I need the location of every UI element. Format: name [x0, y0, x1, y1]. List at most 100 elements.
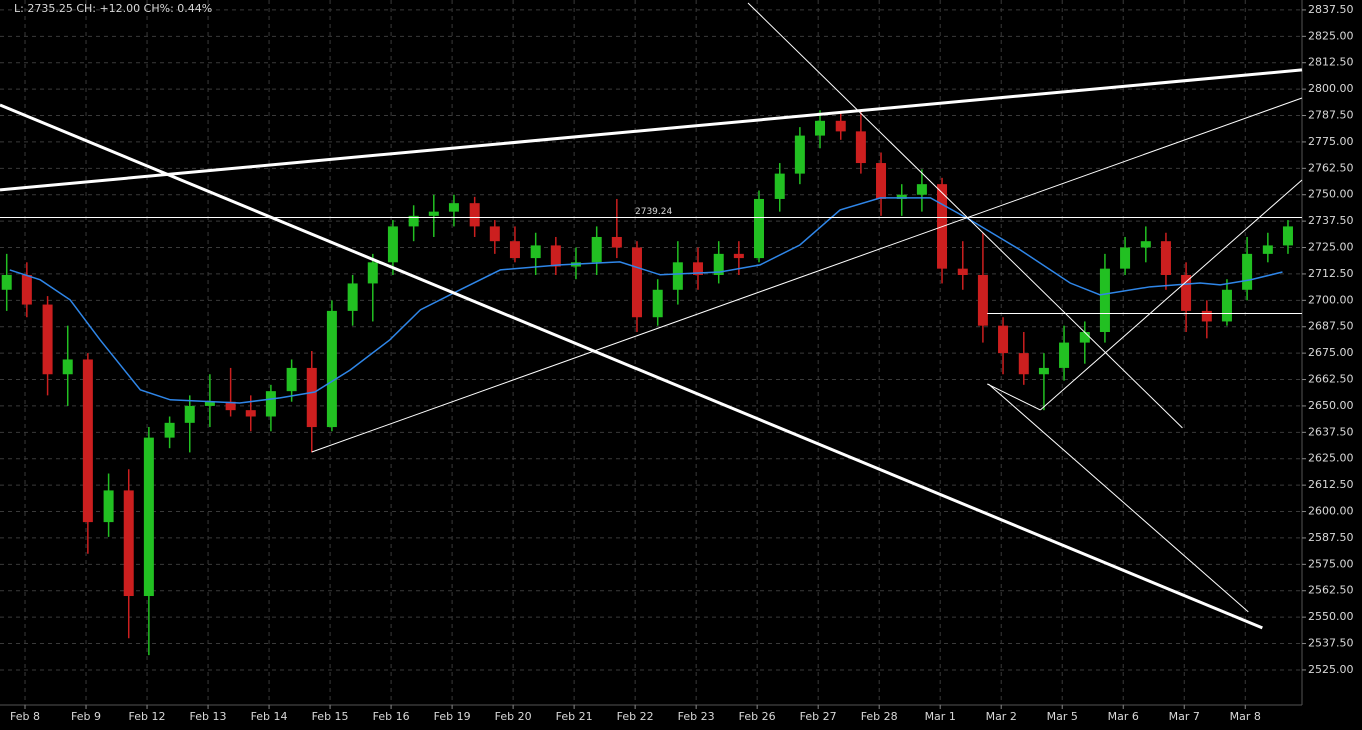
candle-body — [143, 437, 154, 597]
candle-body — [1262, 245, 1273, 254]
x-tick-label: Mar 7 — [1169, 710, 1200, 723]
candle-body — [611, 236, 622, 248]
y-tick-label: 2787.50 — [1308, 109, 1354, 122]
x-tick-label: Feb 28 — [861, 710, 898, 723]
x-tick-label: Feb 19 — [434, 710, 471, 723]
x-tick-label: Feb 22 — [617, 710, 654, 723]
candle-body — [1059, 342, 1070, 368]
candle-body — [815, 120, 826, 136]
trend-line-thick — [0, 103, 1263, 630]
candle-body — [1160, 241, 1171, 275]
candle-body — [631, 247, 642, 318]
x-tick-label: Feb 13 — [190, 710, 227, 723]
candle-body — [184, 405, 195, 423]
candle-body — [998, 325, 1009, 354]
candle-body — [591, 236, 602, 263]
status-text: L: 2735.25 CH: +12.00 CH%: 0.44% — [14, 2, 212, 15]
candle-body — [326, 310, 337, 428]
candle-body — [530, 245, 541, 259]
candle-body — [1140, 241, 1151, 248]
candle-body — [1079, 332, 1090, 343]
y-tick-label: 2675.00 — [1308, 346, 1354, 359]
x-tick-label: Feb 21 — [556, 710, 593, 723]
x-tick-label: Feb 16 — [373, 710, 410, 723]
candle-body — [164, 422, 175, 438]
candle-body — [1099, 268, 1110, 333]
x-tick-label: Mar 1 — [925, 710, 956, 723]
trend-line — [1039, 179, 1303, 411]
candle-body — [1242, 253, 1253, 290]
trend-line-thick — [0, 68, 1303, 192]
candle-body — [448, 203, 459, 212]
y-tick-label: 2725.00 — [1308, 241, 1354, 254]
candle-body — [713, 253, 724, 275]
x-tick-label: Mar 6 — [1108, 710, 1139, 723]
trend-line — [747, 2, 1183, 429]
candle-body — [855, 131, 866, 164]
x-tick-label: Feb 27 — [800, 710, 837, 723]
candle-body — [469, 203, 480, 227]
y-tick-label: 2612.50 — [1308, 478, 1354, 491]
x-tick-label: Feb 14 — [251, 710, 288, 723]
y-tick-label: 2700.00 — [1308, 293, 1354, 306]
candle-body — [753, 198, 764, 259]
candle-body — [692, 262, 703, 275]
y-tick-label: 2550.00 — [1308, 610, 1354, 623]
y-tick-label: 2762.50 — [1308, 161, 1354, 174]
y-tick-label: 2800.00 — [1308, 82, 1354, 95]
moving-average — [9, 197, 1283, 404]
y-tick-label: 2750.00 — [1308, 188, 1354, 201]
candle-body — [1282, 226, 1293, 246]
candle-body — [408, 215, 419, 227]
candle-body — [957, 268, 968, 275]
y-tick-label: 2662.50 — [1308, 373, 1354, 386]
candle-body — [204, 401, 215, 406]
y-tick-label: 2650.00 — [1308, 399, 1354, 412]
y-tick-label: 2687.50 — [1308, 320, 1354, 333]
y-tick-label: 2712.50 — [1308, 267, 1354, 280]
candle-body — [774, 173, 785, 199]
x-tick-label: Feb 26 — [739, 710, 776, 723]
candle-body — [265, 391, 276, 417]
candle-body — [367, 262, 378, 284]
candle-body — [82, 359, 93, 523]
y-tick-label: 2600.00 — [1308, 505, 1354, 518]
x-tick-label: Mar 5 — [1047, 710, 1078, 723]
candle-body — [1, 274, 12, 290]
x-tick-label: Feb 12 — [129, 710, 166, 723]
candle-body — [794, 135, 805, 174]
y-tick-label: 2812.50 — [1308, 56, 1354, 69]
candle-body — [286, 367, 297, 392]
y-tick-label: 2825.00 — [1308, 29, 1354, 42]
x-tick-label: Mar 2 — [986, 710, 1017, 723]
candle-body — [225, 401, 236, 411]
trend-line — [986, 383, 1041, 411]
candle-body — [977, 274, 988, 326]
candle-body — [1221, 289, 1232, 322]
candle-body — [1201, 310, 1212, 322]
x-tick-label: Feb 9 — [71, 710, 101, 723]
candle-body — [652, 289, 663, 318]
candle-body — [509, 241, 520, 259]
candle-body — [123, 490, 134, 597]
y-tick-label: 2775.00 — [1308, 135, 1354, 148]
y-tick-label: 2837.50 — [1308, 3, 1354, 16]
candle-body — [306, 367, 317, 428]
candle-body — [387, 226, 398, 263]
candle-body — [835, 120, 846, 132]
x-tick-label: Feb 15 — [312, 710, 349, 723]
candle-body — [347, 283, 358, 311]
candle-body — [21, 274, 32, 305]
candle-body — [1038, 367, 1049, 375]
candle-body — [672, 262, 683, 290]
candle-body — [1018, 353, 1029, 375]
x-tick-label: Feb 8 — [10, 710, 40, 723]
candle-body — [245, 410, 256, 417]
candle-body — [1120, 247, 1131, 269]
x-tick-label: Mar 8 — [1230, 710, 1261, 723]
candle-body — [489, 226, 500, 242]
y-tick-label: 2625.00 — [1308, 452, 1354, 465]
